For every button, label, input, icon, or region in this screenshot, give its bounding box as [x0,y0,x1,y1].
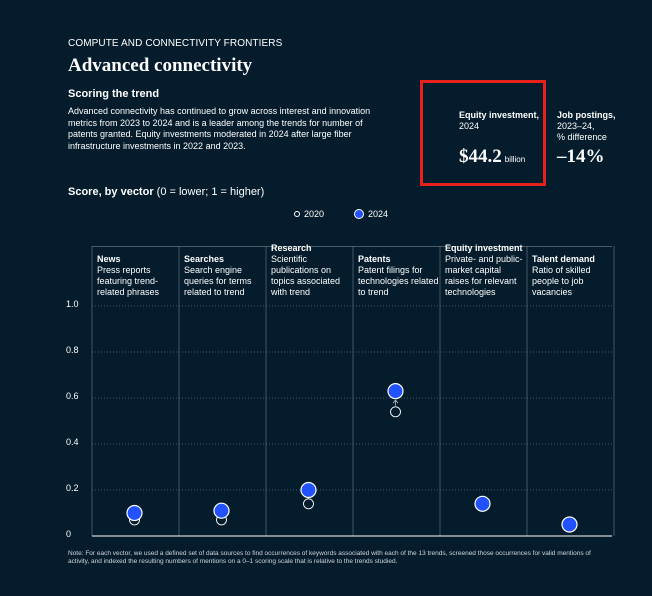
chart-marks [126,383,578,533]
vector-name: Searches [184,254,225,264]
legend-2020: 2020 [294,209,324,219]
point-2024 [213,502,230,519]
y-tick-label: 0.6 [66,391,79,401]
y-tick-label: 0 [66,529,72,539]
vector-header: Talent demand Ratio of skilled people to … [532,254,614,298]
score-title: Score, by vector (0 = lower; 1 = higher) [68,186,264,198]
point-2020 [303,498,314,510]
y-tick-label: 0.2 [66,483,79,493]
vector-description: Scientific publications on topics associ… [271,254,341,297]
point-2024 [387,383,404,400]
vector-name: Talent demand [532,254,595,264]
score-title-rest: (0 = lower; 1 = higher) [153,186,265,198]
point-2024 [561,516,578,533]
highlight-box [420,80,546,186]
job-postings-label: Job postings, 2023–24, % difference [557,110,647,143]
equity-value-wrap: $44.2 billion [459,146,525,168]
job-label-title: Job postings, [557,110,616,120]
vector-header: Patents Patent filings for technologies r… [358,254,440,298]
point-2024 [126,504,143,522]
point-2024 [474,495,491,512]
vector-header: News Press reports featuring trend-relate… [97,254,179,298]
equity-unit: billion [504,155,526,164]
equity-label-title: Equity investment, [459,110,540,120]
legend-open-marker [294,211,300,217]
page-title: Advanced connectivity [68,55,253,76]
vector-name: News [97,254,121,264]
legend-filled-marker [354,209,364,219]
equity-value: $44.2 [459,146,502,167]
score-title-bold: Score, by vector [68,186,154,198]
trend-description: Advanced connectivity has continued to g… [68,106,371,151]
vector-name: Equity investment [445,243,523,253]
vector-description: Patent filings for technologies related … [358,265,439,297]
footnote: Note: For each vector, we used a defined… [68,550,591,565]
change-arrowhead [392,399,399,404]
y-tick-label: 1.0 [66,299,79,309]
point-2020 [390,406,401,418]
job-label-desc: % difference [557,132,607,142]
kicker: COMPUTE AND CONNECTIVITY FRONTIERS [68,38,283,49]
vector-header: Equity investment Private- and public-mar… [445,243,527,298]
y-tick-label: 0.8 [66,345,79,355]
legend-2024-label: 2024 [368,209,389,219]
vector-header: Searches Search engine queries for terms … [184,254,266,298]
job-label-years: 2023–24, [557,121,595,131]
vector-description: Ratio of skilled people to job vacancies [532,265,591,297]
vector-header: Research Scientific publications on topic… [271,243,353,298]
point-2024 [300,481,317,499]
vector-name: Research [271,243,312,253]
chart-grid [91,246,615,537]
legend-2020-label: 2020 [304,209,325,219]
vector-description: Private- and public-market capital raise… [445,254,523,297]
vector-name: Patents [358,254,391,264]
section-subhead: Scoring the trend [68,88,160,100]
vector-description: Search engine queries for terms related … [184,265,252,297]
y-tick-label: 0.4 [66,437,79,447]
vector-description: Press reports featuring trend-related ph… [97,265,160,297]
equity-label: Equity investment, 2024 [459,110,539,132]
equity-label-year: 2024 [459,121,480,131]
legend-2024: 2024 [354,209,388,219]
job-postings-value: –14% [557,146,605,167]
